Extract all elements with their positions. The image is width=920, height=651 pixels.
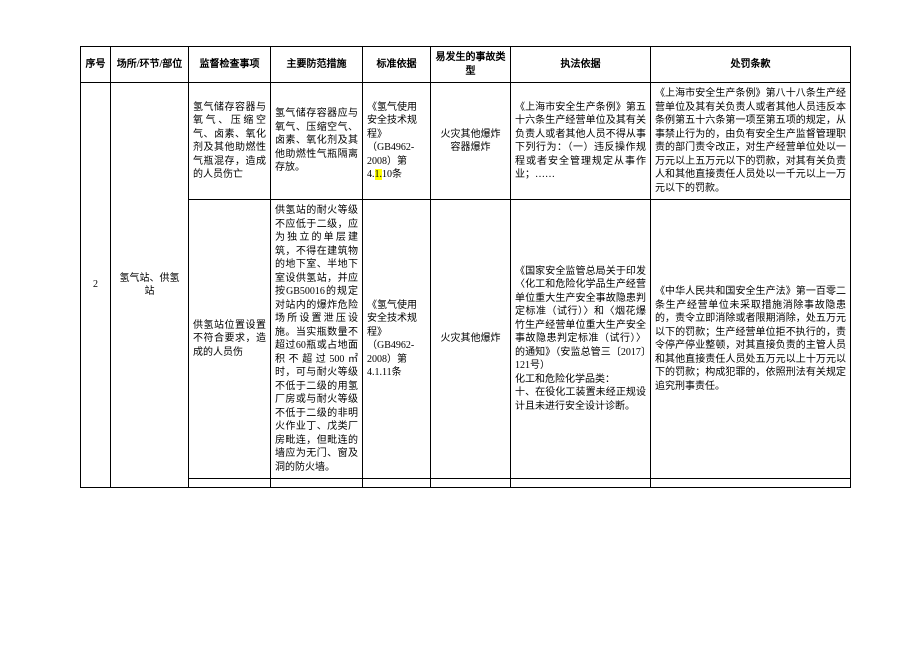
cell-law: 《国家安全监管总局关于印发〈化工和危险化学品生产经营单位重大生产安全事故隐患判定…: [511, 200, 651, 479]
cell-empty: [511, 479, 651, 488]
std-text-post: 10条: [382, 169, 402, 180]
cell-penalty: 《中华人民共和国安全生产法》第一百零二条生产经营单位未采取措施消除事故隐患的，责…: [651, 200, 851, 479]
cell-accident: 火灾其他爆炸: [431, 200, 511, 479]
cell-empty: [431, 479, 511, 488]
table-row: 2 氢气站、供氢站 氢气储存容器与氧气、压缩空气、卤素、氧化剂及其他助燃性气瓶混…: [81, 83, 851, 200]
regulation-table: 序号 场所/环节/部位 监督检查事项 主要防范措施 标准依据 易发生的事故类型 …: [80, 46, 851, 488]
std-text-hl: 1.: [375, 169, 383, 180]
page: 序号 场所/环节/部位 监督检查事项 主要防范措施 标准依据 易发生的事故类型 …: [0, 0, 920, 651]
cell-empty: [363, 479, 431, 488]
cell-measure: 供氢站的耐火等级不应低于二级，应为独立的单层建筑，不得在建筑物的地下室、半地下室…: [271, 200, 363, 479]
th-standard: 标准依据: [363, 47, 431, 83]
th-penalty: 处罚条款: [651, 47, 851, 83]
cell-empty: [271, 479, 363, 488]
th-measure: 主要防范措施: [271, 47, 363, 83]
table-row-empty: [81, 479, 851, 488]
cell-check: 氢气储存容器与氧气、压缩空气、卤素、氧化剂及其他助燃性气瓶混存，造成的人员伤亡: [189, 83, 271, 200]
th-check: 监督检查事项: [189, 47, 271, 83]
cell-standard: 《氢气使用安全技术规程》（GB4962-2008）第4.1.10条: [363, 83, 431, 200]
cell-empty: [189, 479, 271, 488]
th-place: 场所/环节/部位: [111, 47, 189, 83]
th-accident: 易发生的事故类型: [431, 47, 511, 83]
cell-penalty: 《上海市安全生产条例》第八十八条生产经营单位及其有关负责人或者其他人员违反本条例…: [651, 83, 851, 200]
header-row: 序号 场所/环节/部位 监督检查事项 主要防范措施 标准依据 易发生的事故类型 …: [81, 47, 851, 83]
cell-standard: 《氢气使用安全技术规程》（GB4962-2008）第4.1.11条: [363, 200, 431, 479]
cell-empty: [651, 479, 851, 488]
cell-place: 氢气站、供氢站: [111, 83, 189, 488]
th-law: 执法依据: [511, 47, 651, 83]
cell-check: 供氢站位置设置不符合要求，造成的人员伤: [189, 200, 271, 479]
cell-seq: 2: [81, 83, 111, 488]
th-seq: 序号: [81, 47, 111, 83]
cell-law: 《上海市安全生产条例》第五十六条生产经营单位及其有关负责人或者其他人员不得从事下…: [511, 83, 651, 200]
cell-accident: 火灾其他爆炸 容器爆炸: [431, 83, 511, 200]
cell-measure: 氢气储存容器应与氧气、压缩空气、卤素、氧化剂及其他助燃性气瓶隔离存放。: [271, 83, 363, 200]
table-row: 供氢站位置设置不符合要求，造成的人员伤 供氢站的耐火等级不应低于二级，应为独立的…: [81, 200, 851, 479]
